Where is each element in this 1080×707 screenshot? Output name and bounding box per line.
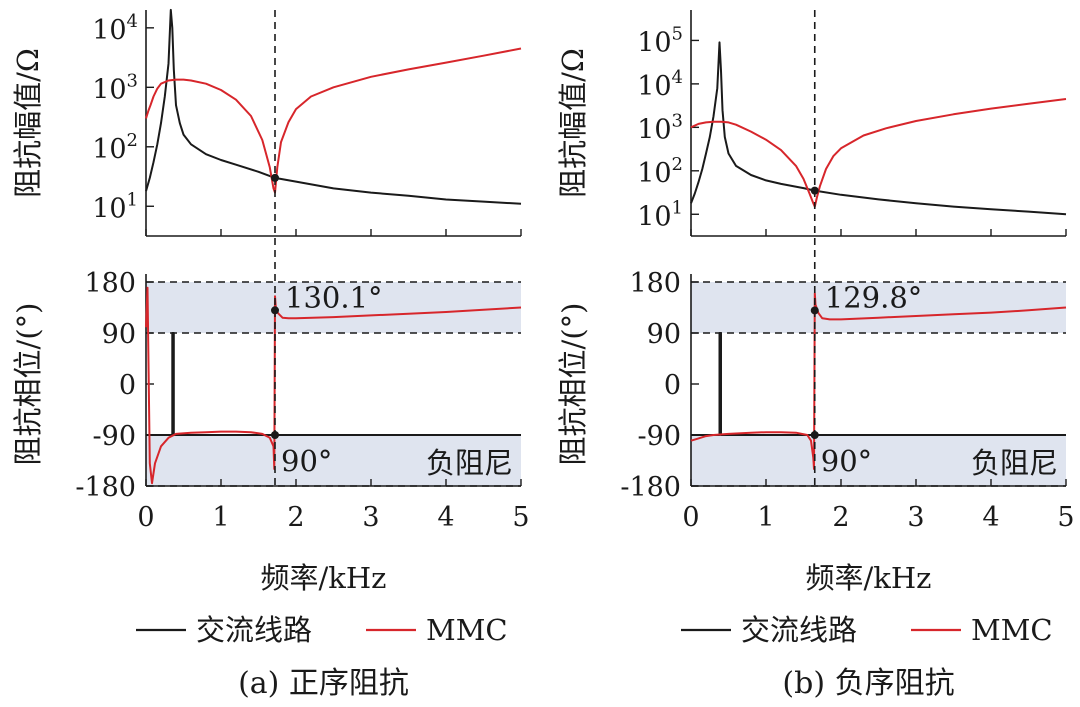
mag-tick-exponent: 1 [672,197,683,218]
annotation-top: 129.8° [825,280,923,314]
x-axis-label: 频率/kHz [261,561,387,595]
phase-tick-label: 0 [664,370,681,401]
phase-tick-label: 180 [629,268,681,299]
mag-tick-label: 101 [637,197,683,232]
negative-damping-band-lower [691,435,1066,486]
phase-series-mmc [145,286,522,485]
mag-tick-exponent: 4 [127,11,138,32]
x-tick-label: 3 [907,502,924,533]
x-tick-label: 1 [212,502,229,533]
x-tick-label: 2 [287,502,304,533]
annotation-bottom: 90° [281,444,332,478]
phase-marker-bottom [271,431,279,439]
mag-tick-base: 10 [92,193,126,224]
x-axis-label: 频率/kHz [806,561,932,595]
legend-label-ac-line: 交流线路 [741,613,857,647]
legend-label-mmc: MMC [426,613,508,647]
x-tick-label: 3 [362,502,379,533]
x-tick-label: 4 [437,502,454,533]
x-tick-label: 5 [512,502,529,533]
resonance-mag-marker [271,173,279,182]
mag-tick-base: 10 [637,27,671,58]
negative-damping-band-upper [691,282,1066,333]
phase-tick-label: -180 [75,472,136,503]
x-tick-label: 4 [982,502,999,533]
negative-damping-label: 负阻尼 [426,446,513,480]
mag-tick-label: 105 [637,23,683,58]
phase-tick-label: 0 [119,370,136,401]
mag-tick-label: 102 [637,154,683,189]
mag-series-mmc [690,98,1067,208]
x-tick-label: 0 [137,502,154,533]
mag-tick-exponent: 3 [127,70,138,91]
annotation-bottom: 90° [821,444,872,478]
panel-caption: (a) 正序阻抗 [238,666,409,701]
legend-label-mmc: MMC [971,613,1053,647]
phase-series-ac_line [146,332,521,436]
phase-tick-label: 90 [647,319,681,350]
mag-tick-exponent: 1 [127,189,138,210]
phase-tick-label: 180 [84,268,136,299]
phase-series-ac_line [691,332,1066,436]
mag-tick-exponent: 4 [672,67,683,88]
mag-tick-base: 10 [92,134,126,165]
mag-tick-base: 10 [92,74,126,105]
mag-tick-exponent: 5 [672,23,683,44]
annotation-top: 130.1° [285,280,383,314]
x-tick-label: 5 [1057,502,1074,533]
mag-series-ac_line [145,8,522,205]
phase-marker-bottom [810,431,819,439]
phase-tick-label: -90 [93,421,136,452]
phase-tick-label: -180 [620,472,681,503]
mag-tick-base: 10 [637,114,671,145]
mag-series-ac_line [690,41,1067,216]
x-tick-label: 0 [682,502,699,533]
negative-damping-band-upper [146,282,521,333]
resonance-mag-marker [810,186,819,195]
mag-tick-base: 10 [637,201,671,232]
mag-tick-label: 103 [92,70,138,105]
mag-tick-base: 10 [92,15,126,46]
phase-tick-label: 90 [102,319,136,350]
mag-y-label: 阻抗幅值/Ω [11,48,45,198]
mag-y-label: 阻抗幅值/Ω [556,48,590,198]
mag-tick-exponent: 3 [672,110,683,131]
mag-tick-base: 10 [637,158,671,189]
x-tick-label: 1 [757,502,774,533]
phase-marker-top [271,306,279,315]
phase-tick-label: -90 [638,421,681,452]
mag-tick-exponent: 2 [127,130,138,151]
legend-label-ac-line: 交流线路 [196,613,312,647]
mag-tick-label: 102 [92,130,138,165]
negative-damping-label: 负阻尼 [971,446,1058,480]
mag-tick-exponent: 2 [672,154,683,175]
phase-marker-top [810,306,819,315]
mag-tick-label: 104 [92,11,138,46]
mag-tick-label: 104 [637,67,683,102]
phase-y-label: 阻抗相位/(°) [556,303,590,466]
negative-damping-band-lower [146,435,521,486]
phase-y-label: 阻抗相位/(°) [11,303,45,466]
mag-tick-base: 10 [637,71,671,102]
mag-tick-label: 101 [92,189,138,224]
mag-series-mmc [145,47,522,194]
panel-caption: (b) 负序阻抗 [782,666,954,701]
x-tick-label: 2 [832,502,849,533]
mag-tick-label: 103 [637,110,683,145]
